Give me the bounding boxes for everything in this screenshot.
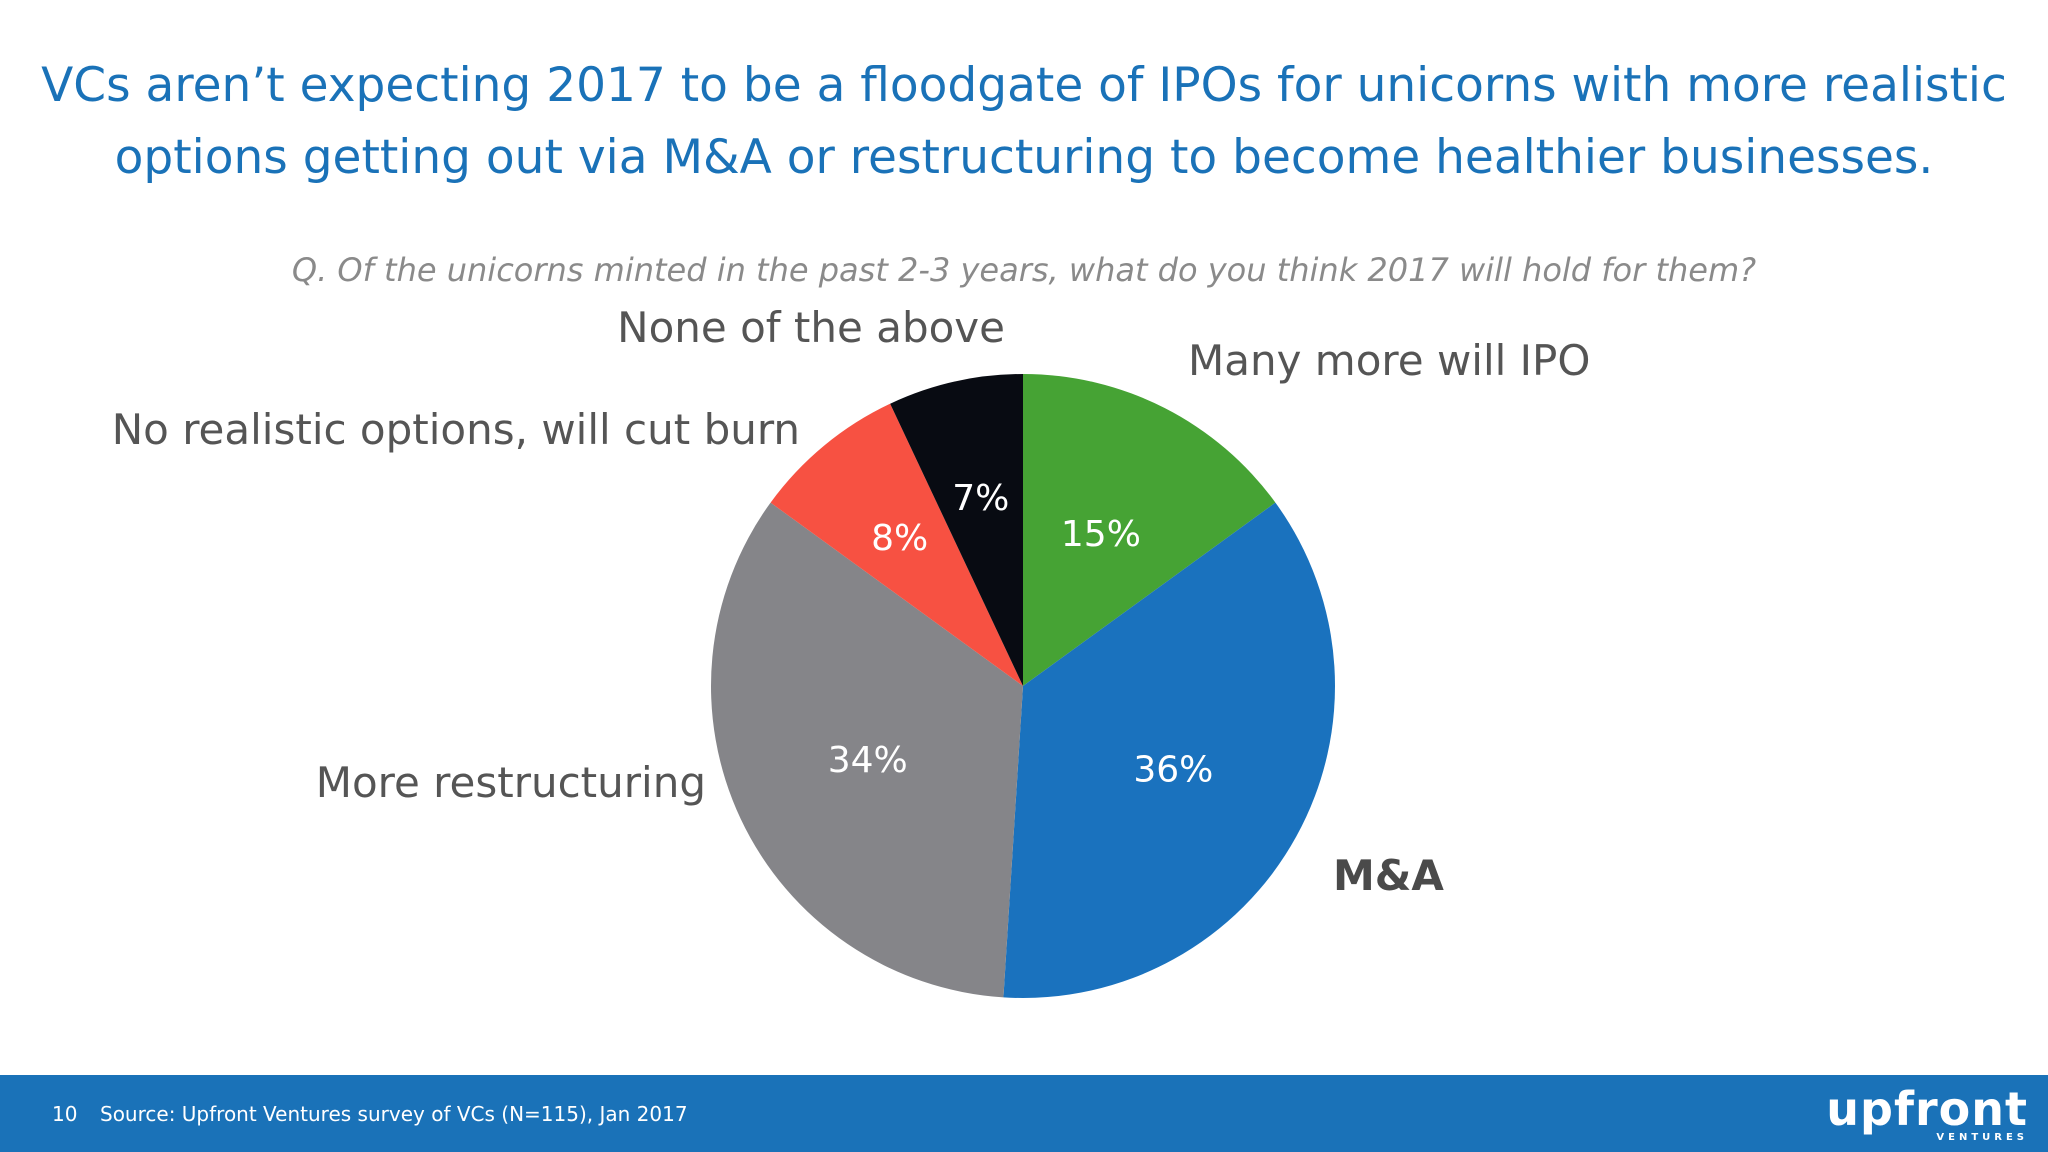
pie-value-label: 7% (952, 478, 1009, 519)
pie-slices (710, 374, 1335, 998)
pie-category-label: More restructuring (316, 758, 706, 807)
pie-category-label: Many more will IPO (1188, 336, 1590, 385)
pie-category-label: M&A (1333, 851, 1444, 900)
logo-subtext: VENTURES (1936, 1132, 2028, 1143)
pie-slice-many-more-will-ipo (1023, 374, 1276, 686)
pie-slice-m-a (1003, 502, 1335, 998)
pie-value-label: 34% (828, 740, 908, 781)
pie-slice-no-realistic-options-will-cut-burn (770, 403, 1023, 686)
pie-value-label: 8% (871, 518, 928, 559)
slide-title: VCs aren’t expecting 2017 to be a floodg… (41, 58, 2007, 185)
pie-slice-more-restructuring (710, 502, 1023, 998)
pie-category-label: No realistic options, will cut burn (112, 405, 800, 454)
upfront-logo: upfront VENTURES (1826, 1080, 2036, 1148)
page-number: 10 (52, 1102, 78, 1126)
pie-category-label: None of the above (617, 303, 1005, 352)
footer-bar (0, 1075, 2048, 1152)
survey-question: Q. Of the unicorns minted in the past 2-… (291, 251, 1757, 289)
pie-category-labels: Many more will IPO M&A More restructuring N… (112, 303, 1591, 900)
pie-value-label: 15% (1061, 514, 1141, 555)
pie-value-labels: 15% 36% 34% 8% 7% (828, 478, 1214, 790)
pie-value-label: 36% (1133, 750, 1213, 791)
pie-slice-none-of-the-above (890, 374, 1023, 686)
logo-wordmark: upfront (1826, 1082, 2028, 1136)
source-note: Source: Upfront Ventures survey of VCs (… (100, 1102, 688, 1126)
